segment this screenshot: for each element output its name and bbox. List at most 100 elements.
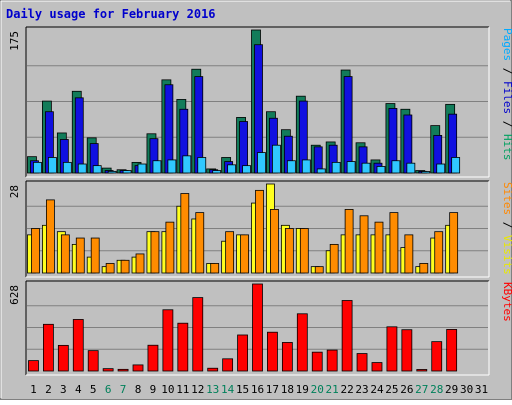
x-tick-label: 13 <box>206 383 219 396</box>
bar-kbytes <box>431 341 443 372</box>
bar-sites <box>329 243 339 274</box>
bar-sites <box>449 212 459 274</box>
bar-kbytes <box>281 342 293 372</box>
panel-max-label: 175 <box>8 31 21 51</box>
bar-pages <box>361 162 371 174</box>
x-tick-label: 28 <box>430 383 443 396</box>
bar-pages <box>301 159 311 174</box>
bar-kbytes <box>296 313 308 372</box>
panel-bottom: 628 KBytes <box>8 280 512 376</box>
bar-kbytes <box>57 344 69 372</box>
bar-sites <box>404 234 414 274</box>
bar-pages <box>62 161 72 174</box>
x-tick-label: 17 <box>266 383 279 396</box>
bar-pages <box>107 170 117 174</box>
bar-sites <box>180 193 190 274</box>
bar-kbytes <box>43 323 54 372</box>
bar-kbytes <box>237 334 248 372</box>
bar-kbytes <box>311 351 323 372</box>
bar-pages <box>286 160 296 174</box>
bar-kbytes <box>356 353 368 372</box>
x-tick-label: 31 <box>475 383 488 396</box>
bar-sites <box>419 263 429 274</box>
bar-pages <box>48 157 57 174</box>
bar-sites <box>105 263 115 274</box>
bar-pages <box>77 163 87 174</box>
x-tick-label: 29 <box>445 383 458 396</box>
bar-pages <box>92 165 102 174</box>
x-tick-label: 16 <box>251 383 264 396</box>
bar-kbytes <box>341 300 353 372</box>
x-tick-label: 30 <box>460 383 473 396</box>
x-tick-label: 1 <box>30 383 37 396</box>
bar-sites <box>284 228 294 274</box>
legend-entry: Sites <box>501 182 512 215</box>
bar-sites <box>255 189 264 274</box>
bar-sites <box>31 228 40 274</box>
series-pages <box>33 144 461 174</box>
panel-max-label: 28 <box>8 185 21 198</box>
legend-entry: / <box>501 114 512 134</box>
bar-pages <box>33 161 42 174</box>
bar-kbytes <box>326 349 338 372</box>
bar-pages <box>182 155 192 174</box>
bar-pages <box>391 160 401 174</box>
panel-middle: 28 Sites / Visits <box>8 180 512 278</box>
bar-sites <box>299 228 309 274</box>
x-tick-label: 23 <box>355 383 368 396</box>
legend-entry: Hits <box>501 134 512 161</box>
bar-sites <box>75 237 85 274</box>
legend-entry: / <box>501 215 512 235</box>
bar-kbytes <box>416 369 428 372</box>
x-tick-label: 27 <box>415 383 428 396</box>
x-tick-label: 22 <box>340 383 353 396</box>
bar-pages <box>272 144 281 174</box>
x-tick-label: 12 <box>191 383 204 396</box>
panel-legend-label: KBytes <box>501 282 512 322</box>
panel-top: 175 Pages / Files / Hits <box>8 26 512 178</box>
x-tick-label: 26 <box>400 383 413 396</box>
bar-sites <box>165 221 175 274</box>
panel-legend-label: Pages / Files / Hits <box>501 28 512 161</box>
series-kbytes <box>28 283 458 372</box>
bar-sites <box>314 266 324 274</box>
bar-sites <box>195 212 205 274</box>
bar-sites <box>135 253 145 274</box>
bar-sites <box>120 259 130 274</box>
x-tick-label: 14 <box>221 383 235 396</box>
bar-pages <box>421 171 431 174</box>
bar-pages <box>212 170 222 174</box>
x-tick-label: 21 <box>326 383 339 396</box>
bar-sites <box>434 231 444 274</box>
x-tick-label: 4 <box>75 383 82 396</box>
x-tick-label: 8 <box>135 383 142 396</box>
bar-pages <box>257 152 266 174</box>
x-tick-label: 24 <box>370 383 384 396</box>
chart-panels: 175 Pages / Files / Hits 28 Sites / Visits 6… <box>8 26 512 376</box>
bar-sites <box>60 234 70 274</box>
bar-kbytes <box>386 326 398 372</box>
bar-sites <box>389 212 399 274</box>
bar-kbytes <box>132 364 144 372</box>
bar-sites <box>344 209 354 274</box>
bar-kbytes <box>87 350 99 372</box>
legend-entry: KBytes <box>501 282 512 322</box>
bar-pages <box>227 164 237 174</box>
x-tick-label: 19 <box>296 383 309 396</box>
x-tick-label: 6 <box>105 383 112 396</box>
bar-kbytes <box>207 367 219 372</box>
x-axis: 1 2 3 4 5 6 7 8 9 10 11 12 13 14 15 16 17 18 19 20 21 22 23 24 2… <box>30 383 488 396</box>
bar-pages <box>376 166 386 174</box>
x-tick-label: 5 <box>90 383 97 396</box>
bar-pages <box>316 168 326 174</box>
bar-pages <box>152 160 162 174</box>
panel-max-label: 628 <box>8 285 21 305</box>
bar-kbytes <box>401 329 413 372</box>
bar-pages <box>331 161 341 174</box>
legend-entry: Visits <box>501 235 512 275</box>
panel-legend-label: Sites / Visits <box>501 182 512 275</box>
bar-sites <box>270 209 279 274</box>
bar-sites <box>374 221 384 274</box>
x-tick-label: 9 <box>150 383 157 396</box>
